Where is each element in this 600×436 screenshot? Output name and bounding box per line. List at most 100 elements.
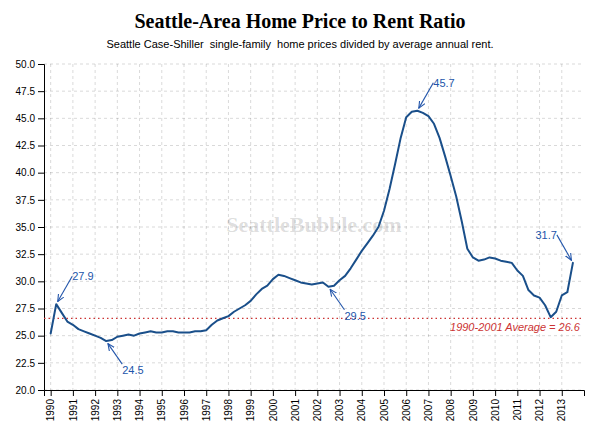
title: Seattle-Area Home Price to Rent Ratio xyxy=(134,10,465,32)
tick-label: 2001 xyxy=(290,399,301,422)
tick: 30.0 xyxy=(16,276,44,287)
grid-line xyxy=(44,308,584,309)
tick-label: 37.5 xyxy=(16,195,36,206)
tick-mark xyxy=(38,254,44,255)
grid-line xyxy=(44,281,584,282)
tick-label: 47.5 xyxy=(16,86,36,97)
tick-label: 2013 xyxy=(556,399,567,422)
tick-mark xyxy=(38,227,44,228)
annotation-label: 29.5 xyxy=(344,310,365,322)
tick-label: 2009 xyxy=(468,399,479,422)
tick-label: 40.0 xyxy=(16,167,36,178)
annotation-arrow xyxy=(419,83,434,108)
tick: 27.5 xyxy=(16,303,44,314)
tick-label: 1993 xyxy=(112,399,123,422)
tick: 2002 xyxy=(312,390,323,421)
tick-mark xyxy=(273,390,274,396)
grid-line xyxy=(184,64,185,390)
tick: 2010 xyxy=(490,390,501,421)
tick-mark xyxy=(38,390,44,391)
tick-mark xyxy=(451,390,452,396)
line xyxy=(51,111,573,341)
tick-label: 45.0 xyxy=(16,113,36,124)
grid-line xyxy=(117,64,118,390)
annotation-label: 45.7 xyxy=(433,77,454,89)
tick-mark xyxy=(38,64,44,65)
tick: 2007 xyxy=(423,390,434,421)
tick-label: 30.0 xyxy=(16,276,36,287)
tick-mark xyxy=(406,390,407,396)
grid-line xyxy=(206,64,207,390)
tick-mark xyxy=(295,390,296,396)
x-axis: 1990199119921993199419951996199719981999… xyxy=(45,390,585,421)
grid-line xyxy=(72,64,73,390)
grid-line xyxy=(406,64,407,390)
tick-mark xyxy=(140,390,141,396)
tick: 2005 xyxy=(379,390,390,421)
grid-line xyxy=(44,172,584,173)
tick-mark xyxy=(38,336,44,337)
tick-mark xyxy=(184,390,185,396)
tick-mark xyxy=(38,200,44,201)
tick-mark xyxy=(162,390,163,396)
tick: 37.5 xyxy=(16,195,44,206)
tick-mark xyxy=(384,390,385,396)
grid-line xyxy=(44,145,584,146)
tick: 1997 xyxy=(201,390,212,421)
grid-line xyxy=(561,64,562,390)
tick-label: 2002 xyxy=(312,399,323,422)
tick-label: 2005 xyxy=(379,399,390,422)
tick: 25.0 xyxy=(16,330,44,341)
tick: 2006 xyxy=(401,390,412,421)
grid-line xyxy=(450,64,451,390)
tick: 45.0 xyxy=(16,113,44,124)
annotation-label: 24.5 xyxy=(122,364,143,376)
tick-mark xyxy=(228,390,229,396)
tick-mark xyxy=(251,390,252,396)
tick-mark xyxy=(95,390,96,396)
tick-mark xyxy=(117,390,118,396)
tick-label: 2006 xyxy=(401,399,412,422)
tick-label: 35.0 xyxy=(16,222,36,233)
grid-line xyxy=(44,199,584,200)
tick: 1990 xyxy=(45,390,56,421)
tick-label: 1991 xyxy=(68,399,79,422)
tick-label: 2010 xyxy=(490,399,501,422)
marks xyxy=(44,111,584,341)
annotations: 27.924.545.729.531.7 xyxy=(58,77,572,376)
tick: 2000 xyxy=(268,390,279,421)
tick: 40.0 xyxy=(16,167,44,178)
tick-mark xyxy=(362,390,363,396)
tick-label: 1999 xyxy=(245,399,256,422)
tick-label: 42.5 xyxy=(16,140,36,151)
tick-label: 1996 xyxy=(179,399,190,422)
grid-line xyxy=(44,91,584,92)
reference-line xyxy=(44,318,584,319)
tick-mark xyxy=(540,390,541,396)
grid-line xyxy=(539,64,540,390)
tick-label: 1992 xyxy=(90,399,101,422)
tick-mark xyxy=(38,91,44,92)
tick-label: 2003 xyxy=(334,399,345,422)
axis-line xyxy=(45,391,585,397)
annotation-arrow xyxy=(108,344,122,365)
tick-label: 2000 xyxy=(268,399,279,422)
annotation-label: 27.9 xyxy=(72,270,93,282)
grid-line xyxy=(517,64,518,390)
tick: 1999 xyxy=(245,390,256,421)
grid-line xyxy=(44,118,584,119)
tick-mark xyxy=(38,309,44,310)
tick-mark xyxy=(51,390,52,396)
plot: SeattleBubble.com20.022.525.027.530.032.… xyxy=(16,59,585,422)
tick-mark xyxy=(206,390,207,396)
tick: 1991 xyxy=(68,390,79,421)
tick: 50.0 xyxy=(16,59,44,70)
tick-label: 2012 xyxy=(534,399,545,422)
tick-label: 1998 xyxy=(223,399,234,422)
tick: 2009 xyxy=(468,390,479,421)
annotation-arrow xyxy=(330,289,344,310)
tick: 1992 xyxy=(90,390,101,421)
tick: 32.5 xyxy=(16,249,44,260)
tick: 1995 xyxy=(156,390,167,421)
tick-label: 2008 xyxy=(445,399,456,422)
